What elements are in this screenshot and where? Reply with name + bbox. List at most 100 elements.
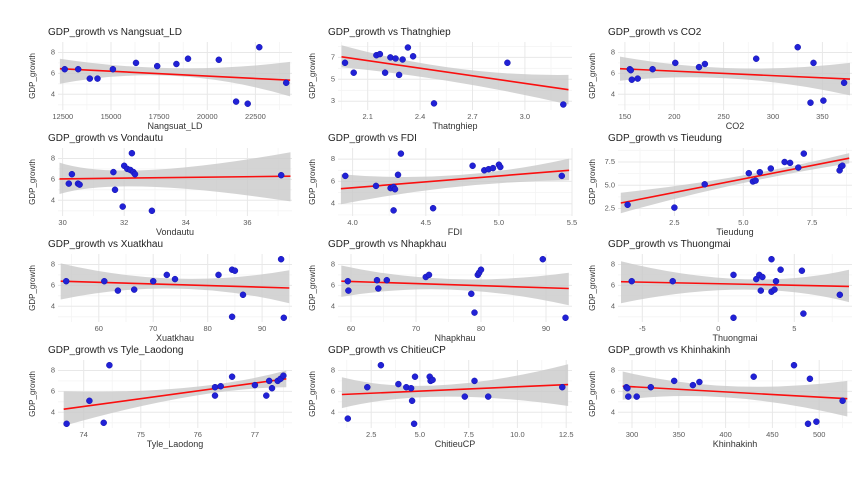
svg-text:76: 76 xyxy=(194,430,202,439)
svg-text:6: 6 xyxy=(51,174,55,183)
svg-text:4.0: 4.0 xyxy=(347,218,357,227)
svg-text:GDP_growth: GDP_growth xyxy=(588,265,597,311)
svg-text:8: 8 xyxy=(611,47,615,56)
svg-text:500: 500 xyxy=(813,430,826,439)
svg-text:70: 70 xyxy=(412,324,420,333)
svg-text:77: 77 xyxy=(251,430,259,439)
chart-title: GDP_growth vs Khinhakinh xyxy=(608,345,731,356)
svg-text:80: 80 xyxy=(477,324,485,333)
svg-text:6: 6 xyxy=(51,68,55,77)
svg-text:6: 6 xyxy=(331,176,335,185)
svg-text:2.4: 2.4 xyxy=(415,112,425,121)
chart-title: GDP_growth vs Tyle_Laodong xyxy=(48,345,184,356)
scatter-plot-fdi: 4.0 4.5 5.0 5.5 4 6 8 FDI GDP_growth xyxy=(308,148,577,237)
svg-text:8: 8 xyxy=(51,153,55,162)
svg-text:ChitieuCP: ChitieuCP xyxy=(435,439,476,449)
subplot-vondautu: GDP_growth vs Vondautu 30 32 34 36 4 6 8 Vondau… xyxy=(26,132,298,238)
svg-text:4: 4 xyxy=(51,89,55,98)
chart-title: GDP_growth vs Thatnghiep xyxy=(328,27,451,38)
svg-text:450: 450 xyxy=(766,430,779,439)
subplot-tieudung: GDP_growth vs Tieudung 2.5 5.0 7.5 2.5 5.0 7.… xyxy=(586,132,858,238)
svg-text:75: 75 xyxy=(137,430,145,439)
svg-text:2.5: 2.5 xyxy=(366,430,376,439)
svg-text:6: 6 xyxy=(611,386,615,395)
svg-text:350: 350 xyxy=(816,112,829,121)
svg-text:90: 90 xyxy=(258,324,266,333)
svg-text:4: 4 xyxy=(51,195,55,204)
scatter-plot-chitieucp: 2.5 5.0 7.5 10.0 12.5 4 6 8 ChitieuCP GDP_growth xyxy=(308,360,574,449)
svg-text:4: 4 xyxy=(331,407,335,416)
chart-title: GDP_growth vs Thuongmai xyxy=(608,239,731,250)
svg-text:7.5: 7.5 xyxy=(463,430,473,439)
svg-text:0: 0 xyxy=(716,324,720,333)
svg-text:80: 80 xyxy=(204,324,212,333)
svg-text:17500: 17500 xyxy=(149,112,170,121)
chart-title: GDP_growth vs ChitieuCP xyxy=(328,345,446,356)
chart-title: GDP_growth vs Tieudung xyxy=(608,133,722,144)
svg-text:GDP_growth: GDP_growth xyxy=(28,371,37,417)
svg-text:5.0: 5.0 xyxy=(605,180,615,189)
svg-text:CO2: CO2 xyxy=(726,121,745,131)
svg-text:6: 6 xyxy=(51,280,55,289)
scatter-plot-xuatkhau: 60 70 80 90 4 6 8 Xuatkhau GDP_growth xyxy=(28,254,292,343)
subplot-thatnghiep: GDP_growth vs Thatnghiep 2.1 2.4 2.7 3.0 3 5 7… xyxy=(306,26,578,132)
svg-text:350: 350 xyxy=(673,430,686,439)
svg-text:GDP_growth: GDP_growth xyxy=(308,265,317,311)
svg-text:5: 5 xyxy=(331,74,335,83)
svg-text:GDP_growth: GDP_growth xyxy=(588,159,597,205)
svg-text:8: 8 xyxy=(611,365,615,374)
svg-text:8: 8 xyxy=(51,259,55,268)
svg-text:Nangsuat_LD: Nangsuat_LD xyxy=(147,121,203,131)
svg-text:250: 250 xyxy=(717,112,730,121)
svg-text:22500: 22500 xyxy=(245,112,266,121)
svg-text:20000: 20000 xyxy=(197,112,218,121)
chart-title: GDP_growth vs Nhapkhau xyxy=(328,239,447,250)
svg-text:2.5: 2.5 xyxy=(605,203,615,212)
svg-text:4: 4 xyxy=(331,199,335,208)
scatter-plot-vondautu: 30 32 34 36 4 6 8 Vondautu GDP_growth xyxy=(28,148,292,237)
svg-text:10.0: 10.0 xyxy=(510,430,525,439)
subplot-tyle-laodong: GDP_growth vs Tyle_Laodong 74 75 76 77 4 6 8 Ty… xyxy=(26,344,298,450)
svg-text:3: 3 xyxy=(331,96,335,105)
svg-text:12.5: 12.5 xyxy=(559,430,574,439)
svg-text:GDP_growth: GDP_growth xyxy=(588,53,597,99)
svg-text:Thatnghiep: Thatnghiep xyxy=(432,121,477,131)
svg-text:6: 6 xyxy=(611,68,615,77)
svg-text:7.5: 7.5 xyxy=(807,218,817,227)
svg-text:4: 4 xyxy=(611,407,615,416)
svg-text:32: 32 xyxy=(120,218,128,227)
svg-text:400: 400 xyxy=(719,430,732,439)
chart-title: GDP_growth vs Xuatkhau xyxy=(48,239,164,250)
scatter-plot-tieudung: 2.5 5.0 7.5 2.5 5.0 7.5 Tieudung GDP_growth xyxy=(588,148,852,237)
svg-text:GDP_growth: GDP_growth xyxy=(308,159,317,205)
svg-text:30: 30 xyxy=(58,218,66,227)
svg-text:300: 300 xyxy=(626,430,639,439)
svg-text:GDP_growth: GDP_growth xyxy=(28,159,37,205)
svg-text:2.5: 2.5 xyxy=(669,218,679,227)
svg-text:Vondautu: Vondautu xyxy=(156,227,194,237)
svg-text:5.5: 5.5 xyxy=(567,218,577,227)
svg-text:8: 8 xyxy=(51,365,55,374)
chart-title: GDP_growth vs FDI xyxy=(328,133,417,144)
subplot-khinhakinh: GDP_growth vs Khinhakinh 300 350 400 450 500… xyxy=(586,344,858,450)
svg-text:8: 8 xyxy=(51,47,55,56)
subplot-nhapkhau: GDP_growth vs Nhapkhau 60 70 80 90 4 6 8 Nhapkh… xyxy=(306,238,578,344)
svg-text:5.0: 5.0 xyxy=(415,430,425,439)
svg-text:Tieudung: Tieudung xyxy=(716,227,753,237)
svg-text:Thuongmai: Thuongmai xyxy=(712,333,757,343)
svg-text:GDP_growth: GDP_growth xyxy=(28,53,37,99)
svg-text:6: 6 xyxy=(51,386,55,395)
chart-title: GDP_growth vs Nangsuat_LD xyxy=(48,27,182,38)
svg-text:8: 8 xyxy=(331,365,335,374)
svg-text:Xuatkhau: Xuatkhau xyxy=(156,333,194,343)
scatter-plot-co2: 150 200 250 300 350 4 6 8 CO2 GDP_growth xyxy=(588,42,852,131)
svg-text:4.5: 4.5 xyxy=(421,218,431,227)
svg-text:4: 4 xyxy=(611,89,615,98)
svg-text:5.0: 5.0 xyxy=(494,218,504,227)
scatter-plot-khinhakinh: 300 350 400 450 500 4 6 8 Khinhakinh GDP_growth xyxy=(588,360,852,449)
svg-text:8: 8 xyxy=(331,259,335,268)
svg-text:4: 4 xyxy=(51,301,55,310)
svg-text:12500: 12500 xyxy=(52,112,73,121)
svg-text:5.0: 5.0 xyxy=(738,218,748,227)
